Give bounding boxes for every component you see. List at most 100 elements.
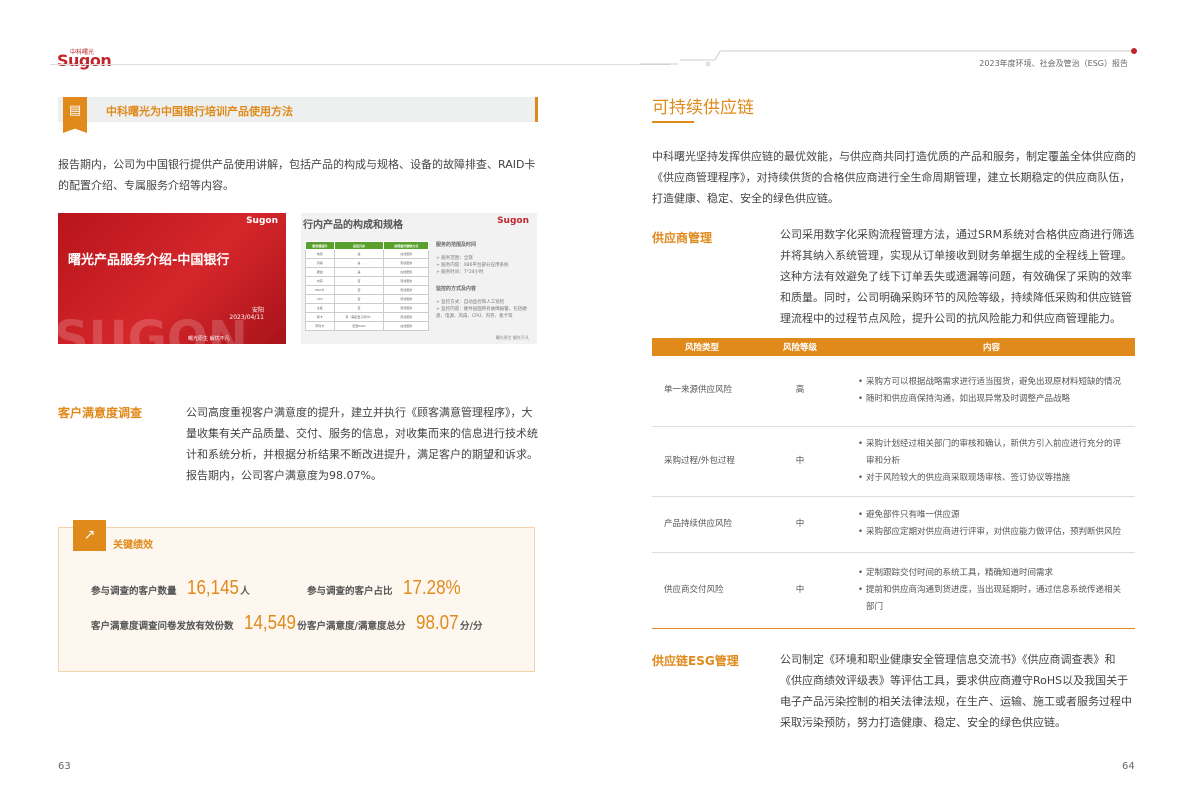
risk-type: 单一来源供应风险: [652, 356, 752, 427]
slide-table-cell: 离线更换: [383, 276, 429, 286]
table-row: 产品持续供应风险中避免部件只有唯一供应源采购部应定期对供应商进行评审，对供应能力…: [652, 496, 1135, 553]
section-title: 可持续供应链: [652, 98, 754, 118]
page-number-left: 63: [58, 761, 71, 772]
title-underline: [652, 121, 694, 123]
list-item: 采购部应定期对供应商进行评审，对供应能力做评估，预判断供风险: [858, 524, 1125, 541]
risk-content: 避免部件只有唯一供应源采购部应定期对供应商进行评审，对供应能力做评估，预判断供风…: [848, 496, 1135, 553]
table-row: 采购过程/外包过程中采购计划经过相关部门的审核和确认，新供方引入前应进行充分的评…: [652, 426, 1135, 497]
report-title: 2023年度环境、社会及管治（ESG）报告: [979, 59, 1128, 68]
slide-table-cell: 是: [333, 267, 385, 277]
list-item: 定制跟踪交付时间的系统工具，精确知道时间需求: [858, 565, 1125, 582]
slide-title: 曙光产品服务介绍-中国银行: [68, 253, 230, 268]
slide-scope-list: ➢ 服务范围：全辖 ➢ 服务内容：X86平台部分应用系统 ➢ 服务时间：7*24小时: [436, 255, 531, 276]
slide-table-cell: 有（需配置子网卡）: [333, 312, 385, 322]
slide-table-cell: 在线更换: [383, 267, 429, 277]
slide-monitor-title: 监控的方式及内容: [436, 286, 477, 292]
slide-scope-title: 服务的范围及时间: [436, 242, 477, 248]
slide-image-intro: Sugon 曙光产品服务介绍-中国银行 安阳 2023/04/11 SUGON …: [58, 213, 286, 344]
slide-date: 2023/04/11: [229, 314, 264, 321]
slide-table-cell: 否: [333, 294, 385, 304]
slide-table-cell: 阵列卡: [305, 321, 335, 331]
page-number-right: 64: [1122, 761, 1135, 772]
supply-chain-intro: 中科曙光坚持发挥供应链的最优效能，与供应商共同打造优质的产品和服务，制定覆盖全体…: [652, 150, 1136, 205]
satisfaction-text: 公司高度重视客户满意度的提升，建立并执行《顾客满意管理程序》，大量收集有关产品质…: [186, 406, 538, 482]
list-item: ➢ 监控内容：硬件层面所有故障报警，包括硬盘、电源、风扇、CPU、内存、板卡等: [436, 307, 527, 319]
slide-table-header: 故障备件替换方式: [383, 241, 429, 250]
header-circuit-line: [640, 48, 1137, 66]
kpi-item: 参与调查的客户占比 17.28%: [307, 577, 461, 599]
risk-level: 中: [752, 496, 848, 553]
slide-table-cell: 是: [333, 249, 385, 259]
slide-table-cell: 网卡: [305, 312, 335, 322]
slide-table-cell: 离线更换: [383, 258, 429, 268]
slide-table-cell: 硬盘: [305, 267, 335, 277]
slide-table-cell: 在线更换: [383, 249, 429, 259]
list-item: ➢ 服务范围：全辖: [436, 256, 473, 261]
slide-table-cell: 电源: [305, 249, 335, 259]
slide-table-cell: 否: [333, 276, 385, 286]
document-icon: ▤: [63, 97, 87, 133]
slide-footer: 曙光原生 解忧不凡: [495, 335, 529, 340]
kpi-item: 参与调查的客户数量 16,145人: [91, 577, 250, 599]
slide-table-row: 网卡 有（需配置子网卡） 离线更换: [305, 312, 429, 322]
slide-table-cell: 主板: [305, 303, 335, 313]
list-item: 提前和供应商沟通到货进度，当出现延期时，通过信息系统传递相关部门: [858, 582, 1125, 616]
slide-table-row: HBA卡否离线更换: [305, 285, 429, 295]
case-intro: 报告期内，公司为中国银行提供产品使用讲解，包括产品的构成与规格、设备的故障排查、…: [58, 158, 536, 192]
slide-table-cell: 离线更换: [383, 312, 429, 322]
esg-mgmt-heading: 供应链ESG管理: [652, 654, 739, 668]
kpi-item: 客户满意度调查问卷发放有效份数 14,549份: [91, 612, 307, 634]
slide-watermark: SUGON: [58, 311, 248, 344]
slide-table-cell: CPU: [305, 294, 335, 304]
list-item: 采购方可以根据战略需求进行适当囤货，避免出现原材料短缺的情况: [858, 374, 1125, 391]
risk-type: 采购过程/外包过程: [652, 426, 752, 497]
logo-chinese: 中科曙光: [70, 49, 95, 56]
slide-logo: Sugon: [246, 216, 278, 226]
slide-table-cell: 风扇: [305, 258, 335, 268]
esg-mgmt-text: 公司制定《环境和职业健康安全管理信息交流书》《供应商调查表》和《供应商绩效评级表…: [780, 653, 1132, 729]
case-title: 中科曙光为中国银行培训产品使用方法: [106, 105, 293, 118]
slide-table-row: 阵列卡 配置RAID 在线更换: [305, 321, 429, 331]
slide-table-cell: 否: [333, 303, 385, 313]
risk-type: 供应商交付风险: [652, 552, 752, 629]
list-item: ➢ 服务时间：7*24小时: [436, 270, 484, 275]
slide-table-row: 风扇是离线更换: [305, 258, 429, 268]
slide-table-row: 内存否离线更换: [305, 276, 429, 286]
slide-table-cell: 内存: [305, 276, 335, 286]
risk-table: 风险类型 风险等级 内容 单一来源供应风险高采购方可以根据战略需求进行适当囤货，…: [652, 338, 1135, 629]
slide-image-specs: 行内产品的构成和规格 Sugon 服务器组件 是否冗余 故障备件替换方式 电源是在线更…: [301, 213, 537, 344]
slide-title: 行内产品的构成和规格: [303, 220, 403, 231]
list-item: 采购计划经过相关部门的审核和确认，新供方引入前应进行充分的评审和分析: [858, 436, 1125, 470]
sugon-logo: Sugon: [57, 51, 112, 70]
kpi-box: [58, 527, 535, 672]
risk-level: 中: [752, 552, 848, 629]
slide-table-row: CPU 否离线更换: [305, 294, 429, 304]
list-item: ➢ 服务内容：X86平台部分应用系统: [436, 263, 509, 268]
kpi-item: 客户满意度/满意度总分 98.07 分/分: [307, 612, 483, 634]
risk-content: 定制跟踪交付时间的系统工具，精确知道时间需求提前和供应商沟通到货进度，当出现延期…: [848, 552, 1135, 629]
slide-table-header: 服务器组件: [305, 241, 335, 250]
slide-footer: 曙光原生 解忧不凡: [188, 336, 230, 342]
slide-table-cell: 离线更换: [383, 285, 429, 295]
risk-type: 产品持续供应风险: [652, 496, 752, 553]
slide-table-header: 是否冗余: [333, 241, 385, 250]
risk-content: 采购方可以根据战略需求进行适当囤货，避免出现原材料短缺的情况随时和供应商保持沟通…: [848, 356, 1135, 427]
slide-table-cell: 在线更换: [383, 321, 429, 331]
slide-table-cell: 离线更换: [383, 303, 429, 313]
case-banner: [58, 97, 538, 122]
satisfaction-heading: 客户满意度调查: [58, 406, 143, 420]
slide-table-row: 主板否离线更换: [305, 303, 429, 313]
supplier-mgmt-text: 公司采用数字化采购流程管理方法，通过SRM系统对合格供应商进行筛选并将其纳入系统…: [780, 228, 1135, 325]
slide-table-cell: 离线更换: [383, 294, 429, 304]
slide-monitor-list: ➢ 监控方式：自动监控和人工巡检 ➢ 监控内容：硬件层面所有故障报警，包括硬盘、电…: [436, 299, 531, 320]
column-header: 内容: [848, 338, 1135, 356]
list-item: ➢ 监控方式：自动监控和人工巡检: [436, 300, 505, 305]
slide-table-cell: 是: [333, 258, 385, 268]
table-row: 供应商交付风险中定制跟踪交付时间的系统工具，精确知道时间需求提前和供应商沟通到货…: [652, 552, 1135, 629]
trend-chart-icon: ↗: [73, 520, 106, 551]
slide-table-cell: HBA卡: [305, 285, 335, 295]
header-divider: [50, 64, 670, 65]
column-header: 风险等级: [752, 338, 848, 356]
supplier-mgmt-heading: 供应商管理: [652, 231, 713, 245]
slide-table-row: 电源是在线更换: [305, 249, 429, 259]
